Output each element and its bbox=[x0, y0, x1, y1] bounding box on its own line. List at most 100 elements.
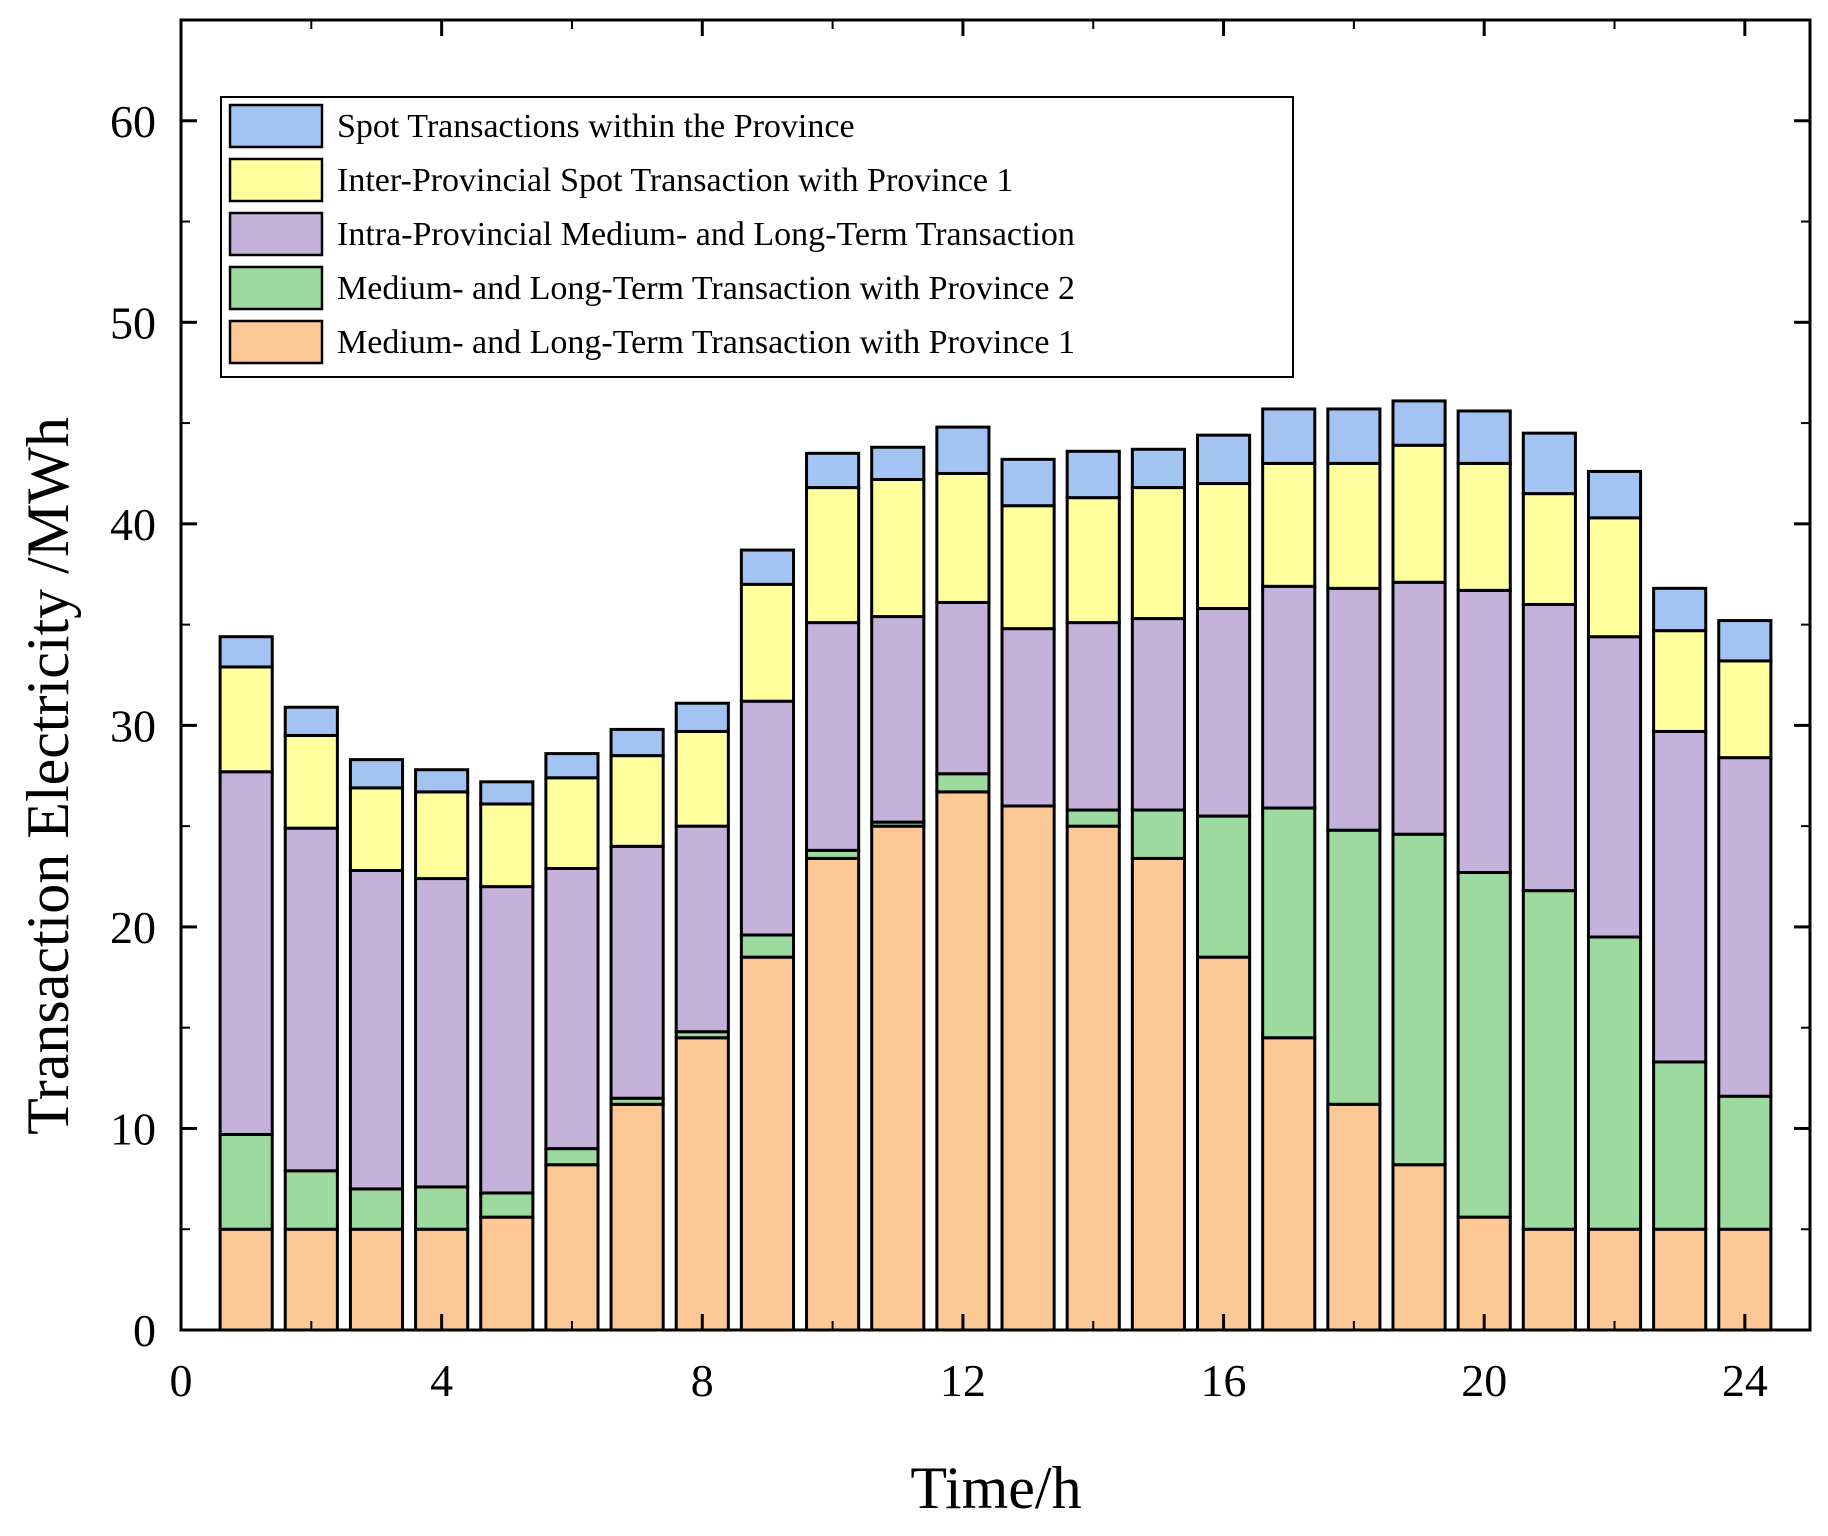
bar-segment bbox=[935, 425, 991, 475]
bar-segment bbox=[805, 451, 861, 490]
bar-segment bbox=[1521, 492, 1577, 606]
bar-segment bbox=[805, 621, 861, 852]
bar-segment bbox=[935, 790, 991, 1332]
bar-segment bbox=[870, 824, 926, 1332]
bar-segment bbox=[1065, 496, 1121, 625]
x-tick-label: 24 bbox=[1722, 1355, 1768, 1406]
bar-segment bbox=[414, 790, 470, 881]
legend-swatch bbox=[228, 319, 324, 365]
legend-swatch bbox=[228, 265, 324, 311]
y-tick-label: 20 bbox=[110, 902, 156, 953]
bar-segment bbox=[1195, 433, 1252, 486]
x-tick-label: 16 bbox=[1201, 1355, 1247, 1406]
bar-segment bbox=[1521, 889, 1577, 1231]
bar-segment bbox=[283, 1227, 339, 1332]
legend-swatch bbox=[228, 211, 324, 257]
y-tick-label: 40 bbox=[110, 499, 156, 550]
axes-layer: 0 4 8 12 16 20 24 0 10 20 30 40 50 60 bbox=[110, 18, 1812, 1406]
bar-segment bbox=[544, 752, 600, 780]
bar-segment bbox=[1652, 1227, 1708, 1332]
bar-segment bbox=[1130, 808, 1186, 860]
bar-segment bbox=[414, 1185, 470, 1231]
bar-segment bbox=[544, 866, 600, 1151]
bar-segment bbox=[414, 877, 470, 1189]
y-axis-title: Transaction Electricity /MWh bbox=[15, 417, 81, 1135]
bar-segment bbox=[1391, 1163, 1447, 1332]
legend-label: Medium- and Long-Term Transaction with P… bbox=[337, 324, 1075, 361]
bar-segment bbox=[1000, 627, 1056, 808]
x-tick-label: 12 bbox=[940, 1355, 986, 1406]
bar-segment bbox=[414, 768, 470, 794]
legend-label: Inter-Provincial Spot Transaction with P… bbox=[337, 162, 1013, 199]
bar-segment bbox=[1391, 443, 1447, 584]
bar-segment bbox=[609, 727, 665, 758]
bar-segment bbox=[1261, 1036, 1317, 1332]
bar-segment bbox=[1065, 808, 1121, 828]
bar-segment bbox=[1195, 814, 1252, 959]
legend-box bbox=[220, 96, 1294, 378]
bar-segment bbox=[935, 471, 991, 604]
bar-segment bbox=[1326, 461, 1382, 590]
bar-segment bbox=[1195, 482, 1252, 610]
bar-segment bbox=[870, 478, 926, 619]
bar-segment bbox=[479, 1191, 535, 1219]
bar-segment bbox=[1717, 756, 1773, 1098]
bar-segment bbox=[1652, 729, 1708, 1064]
bars-layer bbox=[218, 399, 1773, 1332]
bar-segment bbox=[1065, 824, 1121, 1332]
bar-segment bbox=[739, 955, 796, 1332]
bar-segment bbox=[1130, 617, 1186, 812]
bar-segment bbox=[348, 868, 405, 1191]
bar-segment bbox=[348, 786, 405, 872]
bar-segment bbox=[674, 1036, 730, 1332]
bar-segment bbox=[1652, 586, 1708, 633]
bar-segment bbox=[218, 665, 274, 774]
bar-segment bbox=[609, 1102, 665, 1332]
legend-label: Spot Transactions within the Province bbox=[337, 108, 855, 145]
bar-segment bbox=[674, 824, 730, 1034]
bar-segment bbox=[609, 754, 665, 848]
bar-segment bbox=[1652, 629, 1708, 733]
bar-segment bbox=[1586, 1227, 1643, 1332]
bar-segment bbox=[283, 1169, 339, 1231]
bar-segment bbox=[1456, 588, 1512, 875]
bar-segment bbox=[1195, 606, 1252, 818]
bar-segment bbox=[935, 600, 991, 776]
bar-segment bbox=[1000, 457, 1056, 508]
bar-segment bbox=[935, 772, 991, 794]
x-axis-title: Time/h bbox=[910, 1455, 1081, 1521]
bar-segment bbox=[1586, 935, 1643, 1231]
bar-segment bbox=[1456, 409, 1512, 465]
bar-segment bbox=[609, 844, 665, 1100]
bar-segment bbox=[739, 548, 796, 586]
bar-segment bbox=[414, 1227, 470, 1332]
bar-segment bbox=[1391, 399, 1447, 447]
bar-segment bbox=[805, 856, 861, 1332]
bar-segment bbox=[1391, 832, 1447, 1167]
x-tick-label: 8 bbox=[691, 1355, 714, 1406]
bar-segment bbox=[1000, 804, 1056, 1332]
bar-segment bbox=[739, 699, 796, 937]
bar-segment bbox=[1717, 659, 1773, 760]
bar-segment bbox=[544, 776, 600, 870]
bar-segment bbox=[1586, 635, 1643, 939]
bar-segment bbox=[283, 826, 339, 1173]
bar-segment bbox=[218, 770, 274, 1137]
bar-segment bbox=[544, 1163, 600, 1332]
bar-segment bbox=[1261, 407, 1317, 465]
bar-segment bbox=[1326, 1102, 1382, 1332]
bar-segment bbox=[1391, 580, 1447, 836]
bar-segment bbox=[1261, 806, 1317, 1040]
bar-segment bbox=[1717, 619, 1773, 663]
x-tick-label: 4 bbox=[430, 1355, 453, 1406]
bar-segment bbox=[739, 933, 796, 959]
bar-segment bbox=[1586, 516, 1643, 639]
bar-segment bbox=[674, 701, 730, 733]
bar-segment bbox=[479, 885, 535, 1195]
bar-segment bbox=[218, 635, 274, 669]
bar-segment bbox=[348, 1227, 405, 1332]
y-tick-label: 60 bbox=[110, 96, 156, 147]
bar-segment bbox=[674, 729, 730, 828]
bar-segment bbox=[348, 758, 405, 790]
bar-segment bbox=[283, 733, 339, 830]
